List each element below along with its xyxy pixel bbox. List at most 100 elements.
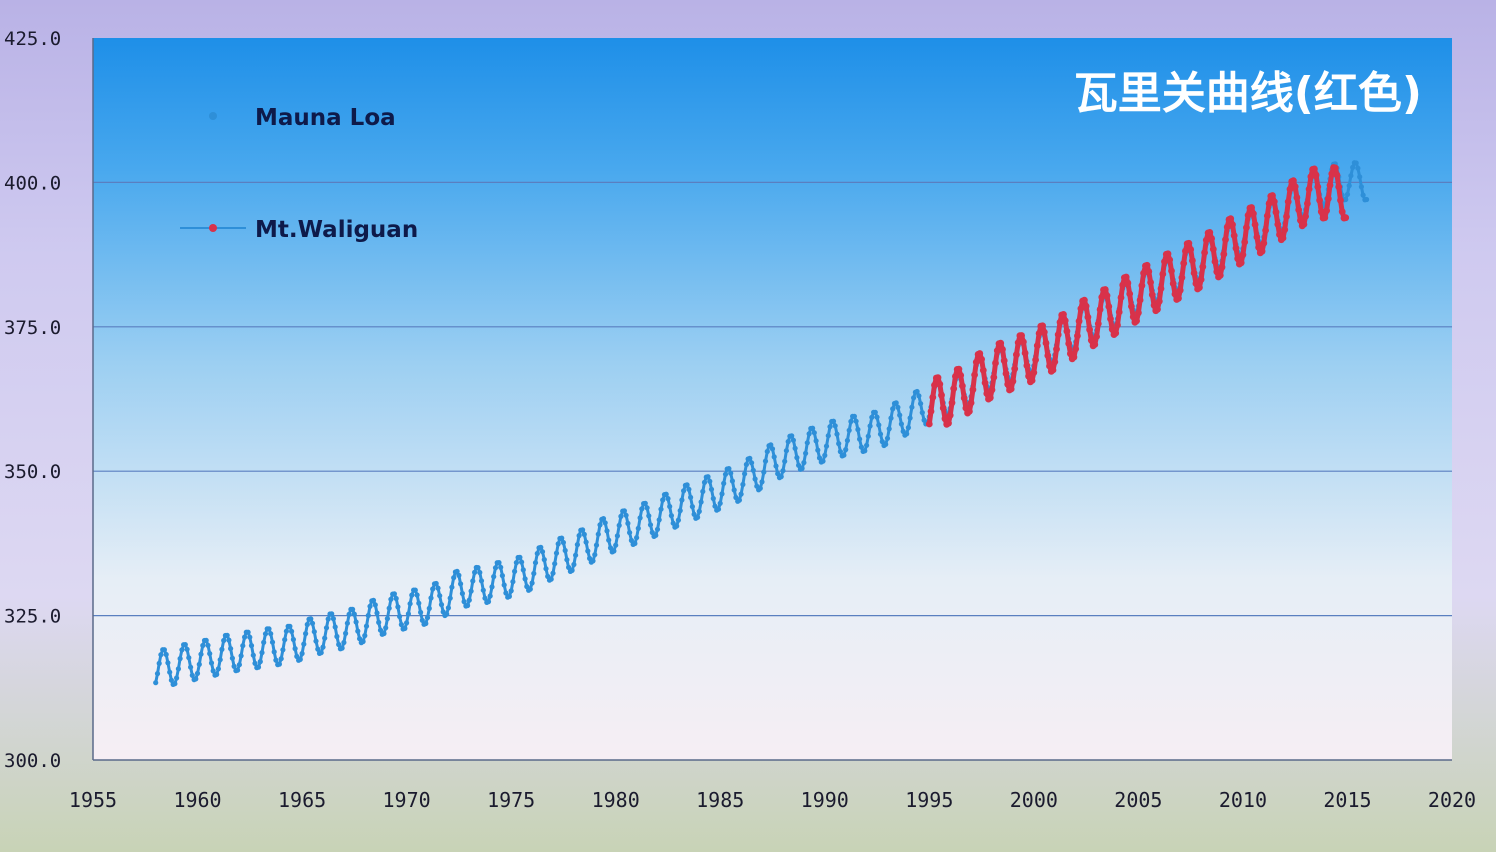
data-point xyxy=(1321,214,1329,222)
data-point xyxy=(1291,183,1299,191)
data-point xyxy=(259,650,265,656)
data-point xyxy=(1061,317,1069,324)
data-point xyxy=(938,391,945,399)
data-point xyxy=(952,373,959,380)
data-point xyxy=(844,437,851,444)
data-point xyxy=(555,541,561,547)
data-point xyxy=(820,458,826,464)
data-point xyxy=(972,358,980,366)
data-point xyxy=(1124,279,1132,287)
data-point xyxy=(729,478,736,484)
data-point xyxy=(424,615,431,621)
data-point xyxy=(823,443,830,449)
data-point xyxy=(1176,286,1184,294)
data-point xyxy=(1281,226,1289,234)
data-point xyxy=(1082,302,1090,310)
data-point xyxy=(843,447,849,453)
data-point xyxy=(1094,320,1102,328)
data-point xyxy=(986,394,994,402)
data-point xyxy=(402,625,408,632)
data-point xyxy=(252,660,258,666)
legend-marker-mauna-loa xyxy=(209,112,217,120)
data-point xyxy=(1185,239,1193,247)
data-point xyxy=(398,622,404,628)
data-point xyxy=(764,448,770,455)
data-point xyxy=(771,454,777,460)
data-point xyxy=(1161,258,1168,265)
data-point xyxy=(864,442,870,448)
data-point xyxy=(221,637,227,644)
data-point xyxy=(367,603,373,609)
data-point xyxy=(757,485,763,491)
data-point xyxy=(999,346,1006,353)
data-point xyxy=(801,460,807,466)
data-point xyxy=(635,525,641,532)
data-point xyxy=(184,646,190,652)
data-point xyxy=(1295,206,1303,214)
data-point xyxy=(969,386,977,394)
data-point xyxy=(1070,353,1078,361)
data-point xyxy=(782,458,788,464)
data-point xyxy=(153,680,159,686)
data-point xyxy=(663,491,669,497)
data-point xyxy=(653,532,659,538)
data-point xyxy=(308,616,314,622)
data-point xyxy=(339,645,345,651)
x-tick-label: 1990 xyxy=(801,788,849,812)
data-point xyxy=(992,359,999,367)
data-point xyxy=(465,602,471,609)
data-point xyxy=(668,513,675,519)
data-point xyxy=(853,418,859,424)
series-mt-waliguan xyxy=(925,164,1350,428)
data-point xyxy=(830,418,837,424)
data-point xyxy=(888,415,894,421)
data-point xyxy=(1197,276,1205,283)
x-tick-label: 1985 xyxy=(696,788,744,812)
data-point xyxy=(747,455,753,461)
data-point xyxy=(1054,331,1062,339)
data-point xyxy=(602,520,608,526)
data-point xyxy=(566,564,572,571)
data-point xyxy=(193,676,199,682)
x-tick-label: 1970 xyxy=(383,788,431,812)
data-point xyxy=(865,433,871,439)
data-point xyxy=(370,597,377,604)
data-point xyxy=(261,639,267,646)
data-point xyxy=(529,580,535,586)
data-point xyxy=(1074,332,1081,340)
data-point xyxy=(625,520,631,527)
data-point xyxy=(1243,224,1250,232)
data-point xyxy=(967,399,975,407)
data-point xyxy=(832,423,838,429)
data-point xyxy=(1098,293,1106,301)
y-tick-labels: 300.0 325.0 350.0 375.0 400.0 425.0 xyxy=(4,28,61,772)
data-point xyxy=(435,585,441,591)
data-point xyxy=(409,592,415,598)
data-point xyxy=(388,596,394,602)
data-point xyxy=(1148,291,1156,299)
data-point xyxy=(574,542,581,548)
data-point xyxy=(503,590,509,596)
chart-annotation: 瓦里关曲线(红色) xyxy=(1074,68,1422,119)
data-point xyxy=(1114,321,1121,329)
x-tick-label: 2020 xyxy=(1428,788,1476,812)
data-point xyxy=(278,656,284,662)
data-point xyxy=(205,642,211,648)
data-point xyxy=(1269,192,1276,199)
data-point xyxy=(656,517,662,523)
data-point xyxy=(1187,246,1195,253)
data-point xyxy=(172,681,178,687)
data-point xyxy=(386,605,392,611)
data-point xyxy=(194,670,201,677)
data-point xyxy=(1168,267,1175,275)
data-point xyxy=(904,431,910,437)
data-point xyxy=(719,491,725,497)
y-tick-label: 400.0 xyxy=(4,172,61,194)
data-point xyxy=(1250,210,1257,218)
data-point xyxy=(1342,214,1350,222)
data-point xyxy=(893,400,899,406)
data-point xyxy=(1133,317,1140,325)
data-point xyxy=(1020,338,1027,346)
data-point xyxy=(320,644,326,650)
data-point xyxy=(329,611,335,617)
